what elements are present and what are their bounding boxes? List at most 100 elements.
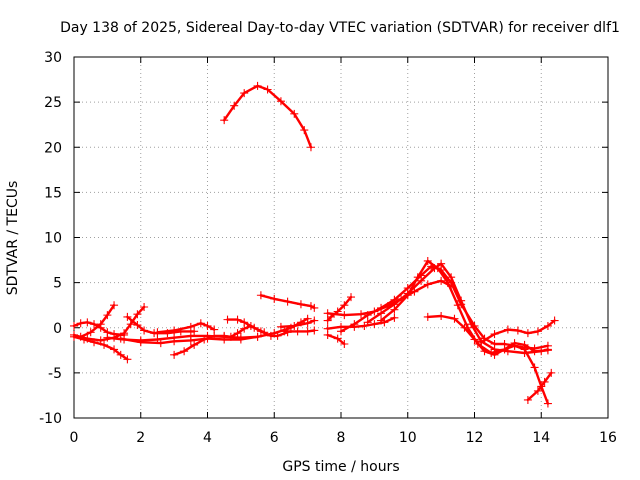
data-point	[423, 312, 432, 321]
series-arc-17	[323, 330, 349, 348]
data-point	[333, 307, 342, 316]
data-point	[490, 350, 499, 359]
data-point	[293, 327, 302, 336]
data-point	[310, 326, 319, 335]
series-line	[379, 259, 550, 355]
data-point	[310, 303, 319, 312]
series-line	[326, 333, 346, 346]
y-tick-label: -10	[39, 411, 62, 427]
data-point	[296, 300, 305, 309]
data-point	[90, 320, 99, 329]
series-arc-4	[76, 301, 119, 341]
data-point	[233, 315, 242, 324]
x-axis-label: GPS time / hours	[282, 459, 399, 475]
data-point	[323, 316, 332, 325]
data-point	[270, 294, 279, 303]
data-point	[520, 345, 529, 354]
series-line	[172, 324, 289, 356]
data-point	[480, 347, 489, 356]
y-tick-label: 5	[53, 276, 62, 292]
x-tick-label: 10	[399, 430, 417, 446]
data-point	[533, 327, 542, 336]
data-point	[530, 347, 539, 356]
data-point	[380, 318, 389, 327]
data-point	[140, 302, 149, 311]
data-point	[306, 302, 315, 311]
series-arc-23	[477, 316, 559, 347]
axis-ticks: 0 2 4 6 8 10 12 14 16 -10 -5 0 5 10 15 20 25 30	[39, 50, 617, 446]
data-point	[156, 339, 165, 348]
data-point	[190, 327, 199, 336]
series-line	[426, 314, 550, 405]
x-tick-label: 2	[136, 430, 145, 446]
data-point	[523, 329, 532, 338]
data-point	[303, 319, 312, 328]
data-point	[333, 334, 342, 343]
data-point	[303, 327, 312, 336]
data-point	[220, 116, 229, 125]
data-point	[357, 310, 366, 319]
data-point	[180, 347, 189, 356]
series-arc-24	[523, 368, 556, 404]
data-point	[550, 316, 559, 325]
series-line	[480, 319, 556, 344]
data-point	[363, 318, 372, 327]
data-point	[110, 345, 119, 354]
data-point	[467, 320, 476, 329]
data-point	[403, 291, 412, 300]
data-point	[70, 330, 78, 339]
data-point	[370, 320, 379, 329]
data-point	[223, 315, 232, 324]
series-line	[279, 319, 316, 328]
chart-title: Day 138 of 2025, Sidereal Day-to-day VTE…	[60, 20, 620, 36]
data-point	[453, 301, 462, 310]
series-arc-1	[220, 81, 315, 152]
data-point	[300, 126, 309, 135]
series-arc-22	[423, 312, 552, 408]
data-point	[236, 335, 245, 344]
data-point	[200, 335, 209, 344]
x-tick-label: 4	[203, 430, 212, 446]
data-point	[547, 368, 556, 377]
series-line	[326, 279, 453, 317]
data-point	[190, 340, 199, 349]
data-point	[390, 313, 399, 322]
data-point	[126, 320, 135, 329]
data-point	[253, 81, 262, 90]
data-point	[533, 386, 542, 395]
x-tick-label: 6	[270, 430, 279, 446]
data-point	[203, 321, 212, 330]
data-point	[290, 321, 299, 330]
series-line	[226, 318, 266, 334]
y-tick-label: 0	[53, 321, 62, 337]
data-point	[413, 273, 422, 282]
data-point	[86, 328, 95, 337]
data-point	[423, 280, 432, 289]
series-arc-11	[153, 319, 219, 337]
data-point	[337, 327, 345, 336]
data-point	[133, 321, 142, 330]
data-point	[437, 276, 446, 285]
data-point	[437, 259, 446, 268]
data-point	[543, 321, 552, 330]
data-point	[433, 264, 442, 273]
data-point	[470, 335, 479, 344]
data-point	[503, 325, 512, 334]
data-point	[110, 301, 119, 310]
data-point	[490, 330, 499, 339]
data-point	[186, 322, 195, 331]
series-arc-12	[256, 291, 319, 312]
data-point	[186, 336, 195, 345]
data-point	[340, 339, 349, 348]
data-point	[233, 329, 242, 338]
data-point	[140, 326, 149, 335]
data-point	[323, 330, 332, 339]
data-point	[437, 312, 446, 321]
data-point	[103, 333, 112, 342]
data-point	[226, 332, 235, 341]
data-point	[513, 326, 522, 335]
data-point	[220, 331, 229, 340]
data-point	[153, 328, 162, 337]
data-point	[123, 312, 132, 321]
y-tick-label: -5	[48, 366, 62, 382]
